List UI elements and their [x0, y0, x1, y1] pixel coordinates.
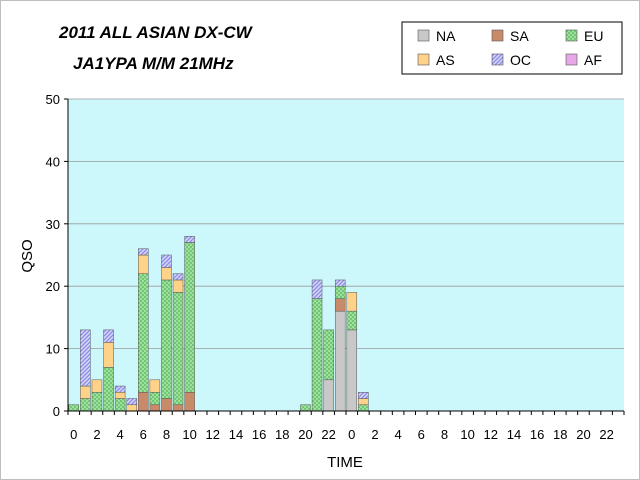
bar-segment-eu — [184, 242, 195, 393]
legend: NA SA EU AS OC AF — [401, 21, 623, 75]
x-tick-label: 8 — [163, 427, 170, 442]
legend-swatch-af — [565, 53, 578, 66]
x-tick-label: 10 — [460, 427, 474, 442]
bar-segment-sa — [138, 392, 149, 412]
bar-segment-sa — [161, 398, 172, 412]
bar-segment-oc — [103, 329, 114, 343]
legend-swatch-eu — [565, 29, 578, 42]
bar-segment-as — [149, 379, 161, 393]
x-tick-label: 14 — [229, 427, 243, 442]
y-tick-label: 20 — [46, 279, 60, 294]
bar-segment-eu — [138, 273, 149, 393]
y-axis-label: QSO — [19, 239, 36, 272]
bar-segment-oc — [138, 248, 149, 256]
x-tick-label: 0 — [70, 427, 77, 442]
bar-segment-sa — [334, 298, 346, 312]
bar-segment-as — [114, 392, 126, 399]
x-tick-label: 6 — [140, 427, 147, 442]
bar-segment-as — [358, 398, 369, 406]
bar-segment-oc — [172, 273, 184, 281]
bar-segment-as — [138, 254, 149, 274]
x-tick-label: 22 — [321, 427, 335, 442]
bar-segment-na — [334, 310, 346, 412]
bar-segment-eu — [358, 404, 369, 412]
legend-swatch-sa — [491, 29, 504, 42]
x-tick-label: 16 — [530, 427, 544, 442]
x-axis-label: TIME — [327, 454, 363, 471]
legend-swatch-as — [417, 53, 430, 66]
bar-segment-as — [346, 292, 358, 312]
bar-segment-oc — [114, 385, 126, 393]
x-tick-label: 0 — [348, 427, 355, 442]
plot-background — [68, 99, 624, 411]
legend-label-na: NA — [436, 28, 456, 44]
bar-segment-oc — [334, 279, 346, 287]
bar-segment-as — [80, 385, 91, 399]
y-tick-label: 50 — [46, 92, 60, 107]
x-tick-label: 14 — [507, 427, 521, 442]
x-tick-label: 16 — [252, 427, 266, 442]
bar-segment-eu — [80, 398, 91, 412]
x-tick-label: 6 — [418, 427, 425, 442]
bar-segment-as — [161, 267, 172, 281]
x-tick-label: 8 — [441, 427, 448, 442]
bar-segment-as — [103, 342, 114, 368]
bar-segment-sa — [172, 404, 184, 412]
legend-swatch-oc — [491, 53, 504, 66]
bar-segment-oc — [184, 236, 195, 243]
bar-segment-eu — [114, 398, 126, 412]
bar-segment-oc — [161, 254, 172, 268]
x-tick-label: 18 — [553, 427, 567, 442]
y-tick-label: 10 — [46, 342, 60, 357]
bar-segment-eu — [149, 392, 161, 406]
bar-segment-sa — [184, 392, 195, 412]
bar-segment-oc — [126, 398, 137, 406]
x-tick-label: 18 — [275, 427, 289, 442]
bar-segment-eu — [161, 279, 172, 399]
bar-segment-as — [126, 404, 137, 412]
legend-label-af: AF — [584, 52, 602, 68]
bar-segment-oc — [80, 329, 91, 387]
chart-title-line-2: JA1YPA M/M 21MHz — [73, 54, 234, 73]
x-tick-label: 12 — [206, 427, 220, 442]
x-tick-label: 10 — [182, 427, 196, 442]
bar-segment-na — [323, 379, 334, 412]
bar-segment-sa — [149, 404, 161, 412]
y-tick-label: 30 — [46, 217, 60, 232]
x-tick-label: 2 — [93, 427, 100, 442]
bar-segment-eu — [91, 392, 103, 412]
x-tick-label: 4 — [117, 427, 124, 442]
bar-segment-eu — [334, 285, 346, 299]
bar-segment-as — [91, 379, 103, 393]
bar-segment-eu — [346, 310, 358, 331]
bar-segment-oc — [358, 392, 369, 399]
bar-segment-eu — [323, 329, 334, 381]
legend-label-oc: OC — [510, 52, 531, 68]
bar-segment-eu — [172, 292, 184, 406]
bar-segment-as — [172, 279, 184, 293]
bar-segment-na — [346, 329, 358, 412]
x-tick-label: 12 — [484, 427, 498, 442]
chart-title-line-1: 2011 ALL ASIAN DX-CW — [59, 23, 252, 42]
x-tick-label: 20 — [298, 427, 312, 442]
legend-label-eu: EU — [584, 28, 603, 44]
x-tick-label: 22 — [599, 427, 613, 442]
bar-segment-eu — [311, 298, 323, 412]
bar-segment-eu — [300, 404, 311, 412]
x-tick-label: 20 — [576, 427, 590, 442]
x-tick-label: 4 — [395, 427, 402, 442]
bar-segment-eu — [68, 404, 80, 412]
bar-segment-eu — [103, 367, 114, 412]
legend-label-sa: SA — [510, 28, 529, 44]
y-tick-label: 0 — [53, 404, 60, 419]
x-tick-label: 2 — [371, 427, 378, 442]
y-tick-label: 40 — [46, 154, 60, 169]
legend-swatch-na — [417, 29, 430, 42]
bar-segment-oc — [311, 279, 323, 299]
legend-label-as: AS — [436, 52, 455, 68]
